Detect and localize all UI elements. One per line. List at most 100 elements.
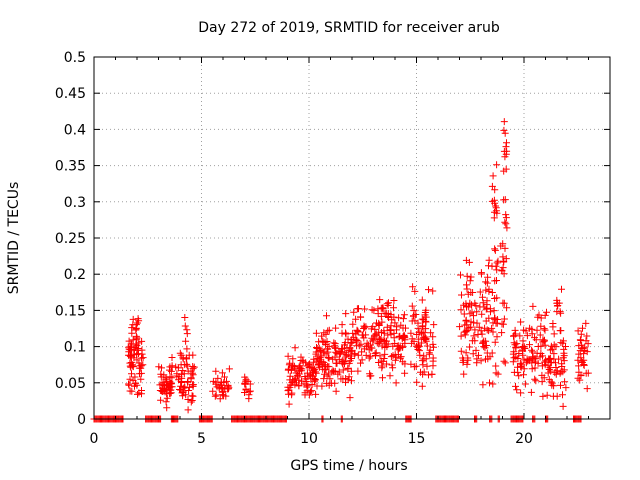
data-point: [538, 378, 546, 386]
data-point: [538, 371, 546, 379]
data-point: [491, 295, 499, 302]
data-point: [400, 311, 408, 319]
data-point: [421, 333, 429, 341]
data-point: [310, 358, 318, 366]
data-point: [298, 367, 306, 375]
data-point: [129, 363, 137, 370]
data-point: [512, 330, 520, 338]
data-point: [479, 293, 486, 301]
data-point: [555, 355, 563, 363]
data-point: [325, 381, 333, 389]
data-point: [541, 341, 549, 349]
data-point: [548, 345, 556, 353]
data-point: [178, 379, 185, 386]
data-point: [529, 348, 536, 356]
data-point: [515, 372, 523, 380]
data-point: [401, 369, 409, 377]
data-point: [168, 374, 176, 382]
data-point: [357, 359, 364, 367]
data-point: [125, 343, 133, 351]
data-point: [338, 329, 346, 337]
data-point: [342, 351, 350, 359]
data-point: [360, 334, 368, 342]
data-point: [311, 375, 319, 383]
data-point: [294, 371, 301, 379]
y-tick-label: 0.25: [55, 231, 86, 247]
data-point: [553, 299, 561, 307]
x-tick-label: 5: [197, 431, 206, 447]
data-point: [503, 147, 511, 155]
chart-title: Day 272 of 2019, SRMTID for receiver aru…: [198, 20, 500, 36]
data-point: [351, 350, 359, 358]
data-point: [352, 315, 360, 323]
data-point: [545, 366, 553, 373]
data-point: [558, 285, 565, 293]
data-point: [166, 390, 174, 397]
data-point: [176, 349, 184, 357]
data-point: [285, 400, 293, 408]
data-point: [181, 322, 189, 330]
data-point: [379, 357, 387, 365]
axis-ticks: 0 0.05 0.1 0.15 0.2 0.25 0.3 0.35 0.4 0.45 0.5 0 5 10…: [55, 50, 611, 447]
data-point: [482, 286, 490, 294]
data-point: [540, 337, 548, 345]
data-point: [342, 375, 350, 382]
data-point: [584, 369, 592, 377]
data-point: [329, 355, 337, 363]
data-point: [482, 355, 489, 363]
data-point: [162, 398, 170, 406]
data-point: [138, 387, 145, 394]
data-point: [408, 317, 416, 325]
data-point: [394, 346, 402, 354]
data-point: [526, 341, 533, 349]
data-point: [184, 406, 192, 414]
data-point: [339, 345, 347, 352]
data-point: [379, 374, 386, 382]
data-point: [388, 361, 396, 369]
data-point: [368, 306, 376, 314]
data-point: [289, 355, 297, 363]
data-point: [410, 307, 418, 315]
data-point: [553, 392, 561, 400]
data-point: [180, 370, 188, 378]
data-point: [363, 339, 371, 347]
data-point: [353, 326, 361, 334]
data-point: [462, 327, 470, 335]
data-point: [519, 337, 527, 345]
data-point: [361, 323, 369, 331]
data-point: [417, 368, 424, 376]
data-point: [381, 350, 389, 358]
data-point: [295, 381, 303, 389]
data-point: [474, 331, 482, 338]
data-point: [216, 395, 224, 403]
data-point: [139, 361, 147, 369]
data-point: [527, 388, 535, 396]
data-point: [577, 372, 585, 380]
data-point: [348, 355, 355, 362]
data-point: [352, 330, 360, 338]
data-point: [397, 353, 405, 361]
data-point: [183, 345, 191, 353]
data-point: [185, 387, 193, 394]
data-point: [517, 318, 525, 326]
data-point: [501, 218, 509, 226]
data-point: [133, 342, 141, 350]
data-point: [510, 339, 518, 347]
data-point: [490, 196, 498, 204]
data-point: [581, 347, 589, 354]
data-point: [187, 398, 195, 406]
data-point: [500, 167, 508, 175]
data-point: [284, 387, 292, 395]
data-point: [531, 334, 538, 342]
data-point: [221, 373, 228, 381]
data-point: [360, 325, 368, 332]
data-point: [482, 305, 490, 313]
data-point: [370, 306, 378, 314]
data-point: [311, 368, 319, 376]
data-point: [509, 358, 517, 366]
data-point: [172, 363, 180, 371]
data-point: [429, 333, 437, 341]
data-point: [512, 382, 519, 390]
data-point: [384, 331, 392, 339]
data-point: [517, 389, 525, 397]
